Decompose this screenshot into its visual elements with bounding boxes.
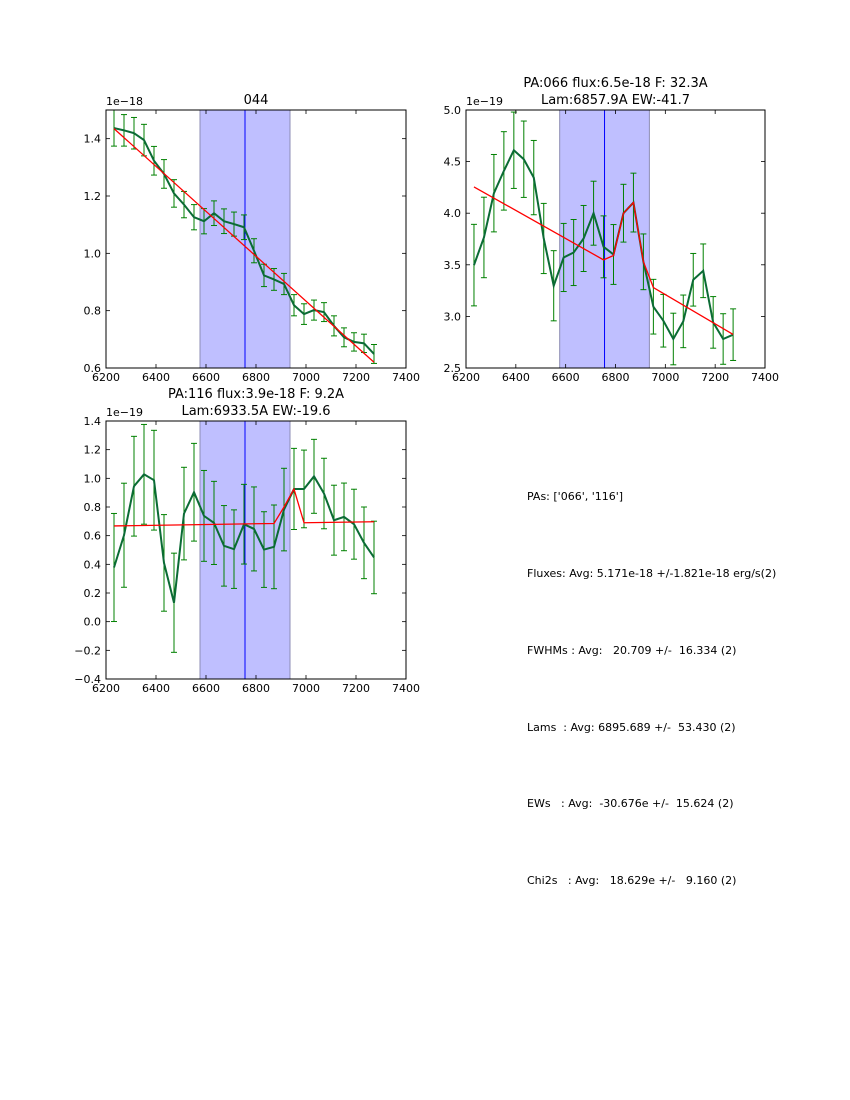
x-tick-label: 7400	[392, 682, 420, 695]
panel-066: 6200 6400 6600 6800 7000 7200 7400 2.5 3.0 3.5 4.0…	[444, 76, 780, 384]
x-tick-label: 6400	[142, 371, 170, 384]
x-tick-label: 6600	[192, 371, 220, 384]
x-tick-label: 6800	[242, 682, 270, 695]
panel-title: PA:066 flux:6.5e-18 F: 32.3A	[523, 76, 707, 91]
y-tick-label: 2.5	[444, 362, 462, 375]
y-offset-label: 1e−19	[106, 406, 143, 419]
y-tick-label: 1.4	[84, 415, 102, 428]
x-tick-label: 7200	[701, 371, 729, 384]
x-tick-label: 7000	[651, 371, 679, 384]
fit-line	[113, 487, 375, 527]
summary-statistics: PAs: ['066', '116'] Fluxes: Avg: 5.171e-…	[527, 433, 827, 919]
x-tick-label: 6200	[92, 682, 120, 695]
panel-title: 044	[244, 93, 269, 108]
y-tick-label: 0.2	[84, 587, 102, 600]
x-tick-label: 6200	[92, 371, 120, 384]
x-tick-label: 6400	[142, 682, 170, 695]
summary-fluxes: Fluxes: Avg: 5.171e-18 +/-1.821e-18 erg/…	[527, 566, 777, 580]
summary-ews: EWs : Avg: -30.676e +/- 15.624 (2)	[527, 797, 734, 811]
y-offset-label: 1e−19	[466, 95, 503, 108]
y-tick-label: 1.0	[84, 247, 102, 260]
x-tick-label: 7200	[342, 371, 370, 384]
fit-line	[113, 128, 375, 363]
y-tick-label: 3.5	[444, 259, 462, 272]
y-tick-label: 0.8	[84, 501, 102, 514]
x-tick-label: 6600	[192, 682, 220, 695]
x-tick-label: 6800	[602, 371, 630, 384]
summary-pas: PAs: ['066', '116']	[527, 490, 624, 504]
y-tick-label: 0.6	[84, 362, 102, 375]
summary-lams: Lams : Avg: 6895.689 +/- 53.430 (2)	[527, 720, 736, 734]
panel-title: PA:116 flux:3.9e-18 F: 9.2A	[168, 387, 344, 402]
y-tick-label: 0.8	[84, 305, 102, 318]
fit-line	[473, 186, 734, 336]
x-tick-label: 7400	[392, 371, 420, 384]
summary-chi2s: Chi2s : Avg: 18.629e +/- 9.160 (2)	[527, 874, 737, 888]
y-tick-label: 4.5	[444, 156, 462, 169]
x-tick-label: 7200	[342, 682, 370, 695]
x-tick-label: 7000	[292, 682, 320, 695]
y-tick-label: −0.2	[74, 644, 101, 657]
y-tick-label: 1.4	[84, 133, 102, 146]
y-tick-label: 4.0	[444, 207, 462, 220]
x-tick-label: 7400	[751, 371, 779, 384]
panel-044: 6200 6400 6600 6800 7000 7200 7400 0.6 0.8 1.0 1.2…	[84, 93, 421, 384]
y-tick-label: −0.4	[74, 673, 101, 686]
y-tick-label: 1.2	[84, 444, 102, 457]
y-tick-label: 5.0	[444, 104, 462, 117]
x-tick-label: 6800	[242, 371, 270, 384]
y-offset-label: 1e−18	[106, 95, 143, 108]
y-tick-label: 0.6	[84, 530, 102, 543]
x-tick-label: 6600	[552, 371, 580, 384]
y-tick-label: 1.2	[84, 190, 102, 203]
y-tick-label: 1.0	[84, 472, 102, 485]
x-tick-label: 6400	[502, 371, 530, 384]
y-tick-label: 0.4	[84, 558, 102, 571]
y-tick-label: 0.0	[84, 616, 102, 629]
x-tick-label: 6200	[452, 371, 480, 384]
y-tick-label: 3.0	[444, 310, 462, 323]
panel-116: 6200 6400 6600 6800 7000 7200 7400 −0.4 −0.2 0.0 0…	[74, 387, 420, 695]
x-tick-label: 7000	[292, 371, 320, 384]
panel-title: Lam:6933.5A EW:-19.6	[181, 404, 330, 419]
summary-fwhms: FWHMs : Avg: 20.709 +/- 16.334 (2)	[527, 643, 737, 657]
panel-title: Lam:6857.9A EW:-41.7	[541, 93, 690, 108]
